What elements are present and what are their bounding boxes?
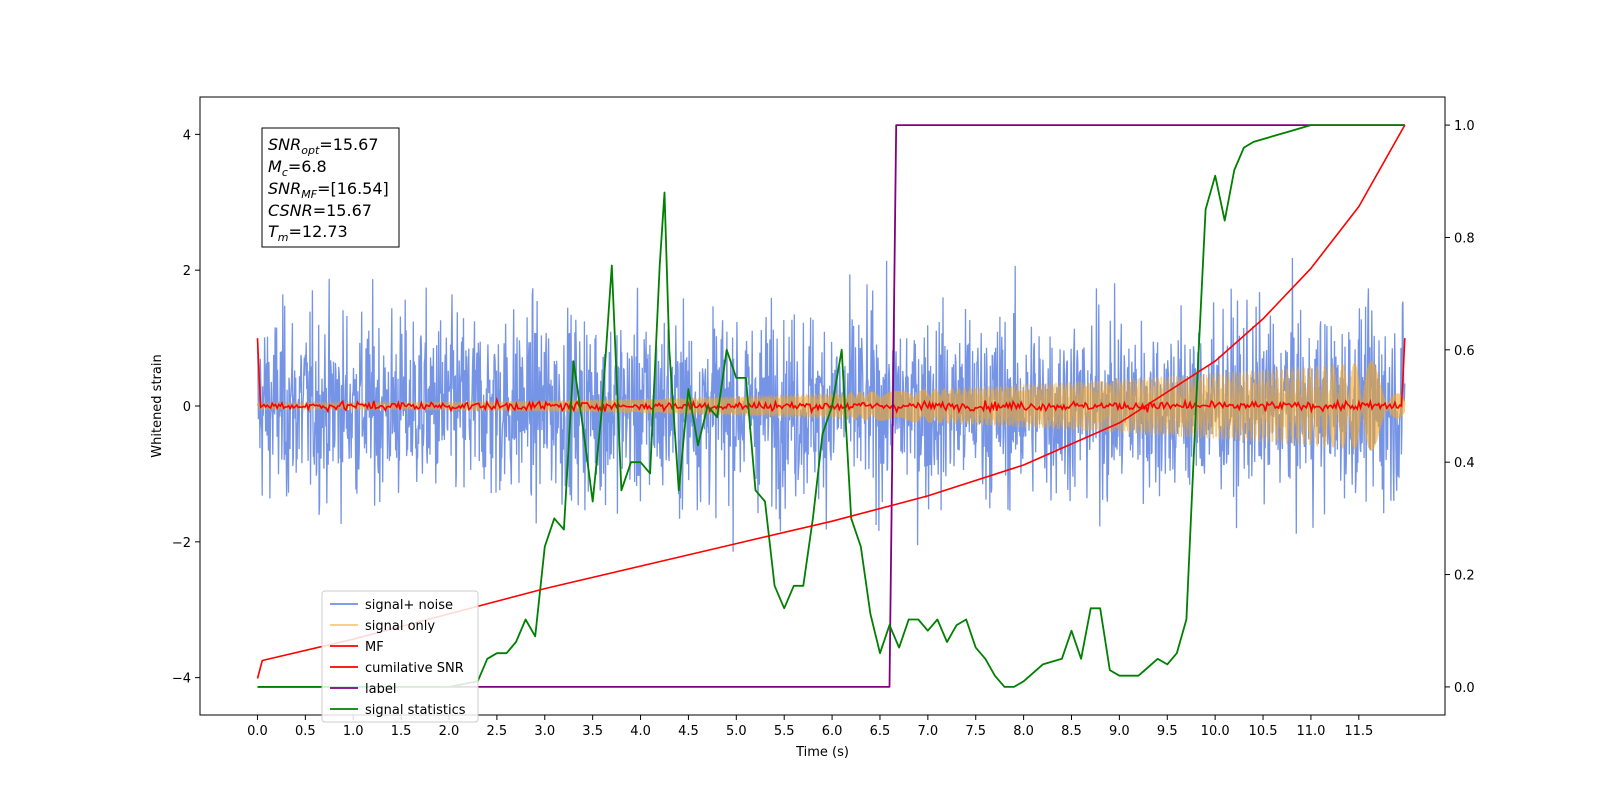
legend-frame	[321, 590, 479, 723]
x-tick-label: 6.0	[822, 724, 843, 739]
info-snr-opt-value: =15.67	[319, 135, 378, 154]
info-snr-mf-value: =[16.54]	[317, 179, 389, 198]
y-tick-label: 0	[183, 400, 191, 415]
series-signal-statistics	[257, 124, 1405, 688]
x-tick-label: 9.5	[1157, 724, 1178, 739]
y-tick-label: 2	[183, 264, 191, 279]
legend-entry: MF	[365, 640, 384, 655]
x-tick-label: 2.0	[439, 724, 460, 739]
info-tm: Tm=12.73	[268, 222, 348, 244]
info-tm-value: =12.73	[289, 222, 348, 241]
x-tick-label: 4.5	[678, 724, 699, 739]
x-tick-label: 9.0	[1109, 724, 1130, 739]
x-tick-label: 7.0	[918, 724, 939, 739]
x-tick-label: 3.0	[534, 724, 555, 739]
info-mc-value: =6.8	[288, 157, 327, 176]
x-tick-label: 0.5	[295, 724, 316, 739]
x-tick-label: 10.0	[1201, 724, 1230, 739]
y-tick-label: −4	[172, 672, 191, 687]
info-snr-mf: SNRMF=[16.54]	[268, 179, 389, 201]
x-tick-label: 6.5	[870, 724, 891, 739]
x-tick-label: 11.5	[1344, 724, 1373, 739]
info-csnr-value: =15.67	[313, 201, 372, 220]
y-axis-label: Whitened strain	[150, 354, 165, 457]
y2-tick-label: 0.2	[1454, 569, 1475, 584]
y2-tick-label: 0.6	[1454, 344, 1475, 359]
x-tick-label: 11.0	[1296, 724, 1325, 739]
series-label	[257, 124, 1405, 688]
legend: signal+ noise signal only MF cumilative SNR…	[321, 590, 479, 723]
legend-entry: cumilative SNR	[365, 661, 464, 676]
y-tick-label: −2	[172, 536, 191, 551]
info-box: SNRopt=15.67 Mc=6.8 SNRMF=[16.54] CSNR=1…	[261, 127, 400, 248]
info-snr-opt: SNRopt=15.67	[268, 135, 379, 157]
x-tick-label: 0.0	[247, 724, 268, 739]
legend-entry: signal statistics	[365, 703, 466, 718]
legend-entry: label	[365, 682, 396, 697]
x-axis-label: Time (s)	[795, 745, 849, 760]
y-tick-label: 4	[183, 128, 191, 143]
x-tick-label: 5.0	[726, 724, 747, 739]
legend-entry: signal+ noise	[365, 598, 453, 613]
info-box-frame	[261, 127, 400, 248]
series-signal-noise	[256, 257, 1406, 552]
x-tick-label: 10.5	[1249, 724, 1278, 739]
x-tick-label: 1.0	[343, 724, 364, 739]
x-tick-label: 7.5	[965, 724, 986, 739]
series-mf	[256, 338, 1406, 415]
info-csnr: CSNR=15.67	[268, 201, 372, 220]
series-signal-only	[256, 361, 1406, 451]
y2-tick-label: 1.0	[1454, 119, 1475, 134]
legend-entry: signal only	[365, 619, 435, 634]
x-tick-label: 2.5	[487, 724, 508, 739]
x-tick-label: 8.0	[1013, 724, 1034, 739]
y2-tick-label: 0.8	[1454, 231, 1475, 246]
axes: 0.0 0.5 1.0 1.5 2.0 2.5 3.0 3.5 4.0 4.5 5.0 5.5 6.0 6…	[150, 96, 1475, 760]
x-tick-label: 1.5	[391, 724, 412, 739]
x-tick-label: 3.5	[582, 724, 603, 739]
x-tick-label: 5.5	[774, 724, 795, 739]
y2-tick-label: 0.0	[1454, 681, 1475, 696]
x-tick-label: 8.5	[1061, 724, 1082, 739]
info-mc: Mc=6.8	[268, 157, 327, 179]
y2-tick-label: 0.4	[1454, 456, 1475, 471]
x-tick-label: 4.0	[630, 724, 651, 739]
